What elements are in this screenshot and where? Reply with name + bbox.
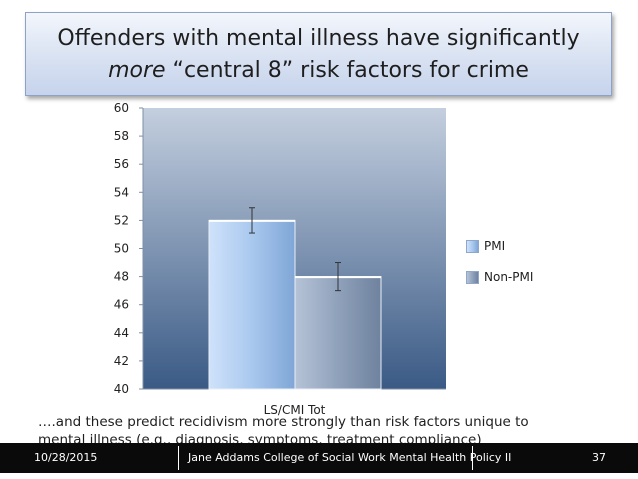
y-tick-label: 58 xyxy=(114,129,129,143)
footer-center-text: Jane Addams College of Social Work Menta… xyxy=(188,451,512,464)
chart-legend: PMI Non-PMI xyxy=(466,236,533,298)
footer-date: 10/28/2015 xyxy=(34,451,98,464)
legend-label-non-pmi: Non-PMI xyxy=(484,270,534,284)
y-tick-label: 44 xyxy=(114,326,129,340)
y-tick-label: 50 xyxy=(114,242,129,256)
y-tick-label: 54 xyxy=(114,185,129,199)
x-category-label: LS/CMI Tot xyxy=(264,403,326,417)
title-line-2: more “central 8” risk factors for crime xyxy=(26,55,611,87)
title-line-2-rest: “central 8” risk factors for crime xyxy=(165,58,529,83)
y-tick-label: 46 xyxy=(114,298,129,312)
legend-label-pmi: PMI xyxy=(484,239,506,253)
title-emphasis: more xyxy=(108,58,166,83)
y-tick-label: 48 xyxy=(114,270,129,284)
footer-page-number: 37 xyxy=(592,451,606,464)
footer-divider xyxy=(178,446,179,470)
y-tick-label: 56 xyxy=(114,157,129,171)
y-tick-label: 40 xyxy=(114,382,129,396)
slide-title: Offenders with mental illness have signi… xyxy=(25,12,612,96)
legend-swatch-pmi xyxy=(466,239,479,253)
y-tick-label: 42 xyxy=(114,354,129,368)
bar-chart: 40 42 44 46 48 50 52 54 56 58 60 LS/CMI Tot xyxy=(114,101,446,417)
bar-pmi xyxy=(208,219,296,390)
legend-swatch-non-pmi xyxy=(466,270,479,284)
title-line-1: Offenders with mental illness have signi… xyxy=(57,26,580,51)
y-tick-label: 52 xyxy=(114,213,129,227)
y-tick-label: 60 xyxy=(114,101,129,115)
slide-footer: 10/28/2015 Jane Addams College of Social… xyxy=(0,443,638,473)
bar-non-pmi xyxy=(294,276,382,390)
legend-item-pmi: PMI xyxy=(466,236,533,256)
legend-item-non-pmi: Non-PMI xyxy=(466,267,533,287)
footer-divider xyxy=(472,446,473,470)
